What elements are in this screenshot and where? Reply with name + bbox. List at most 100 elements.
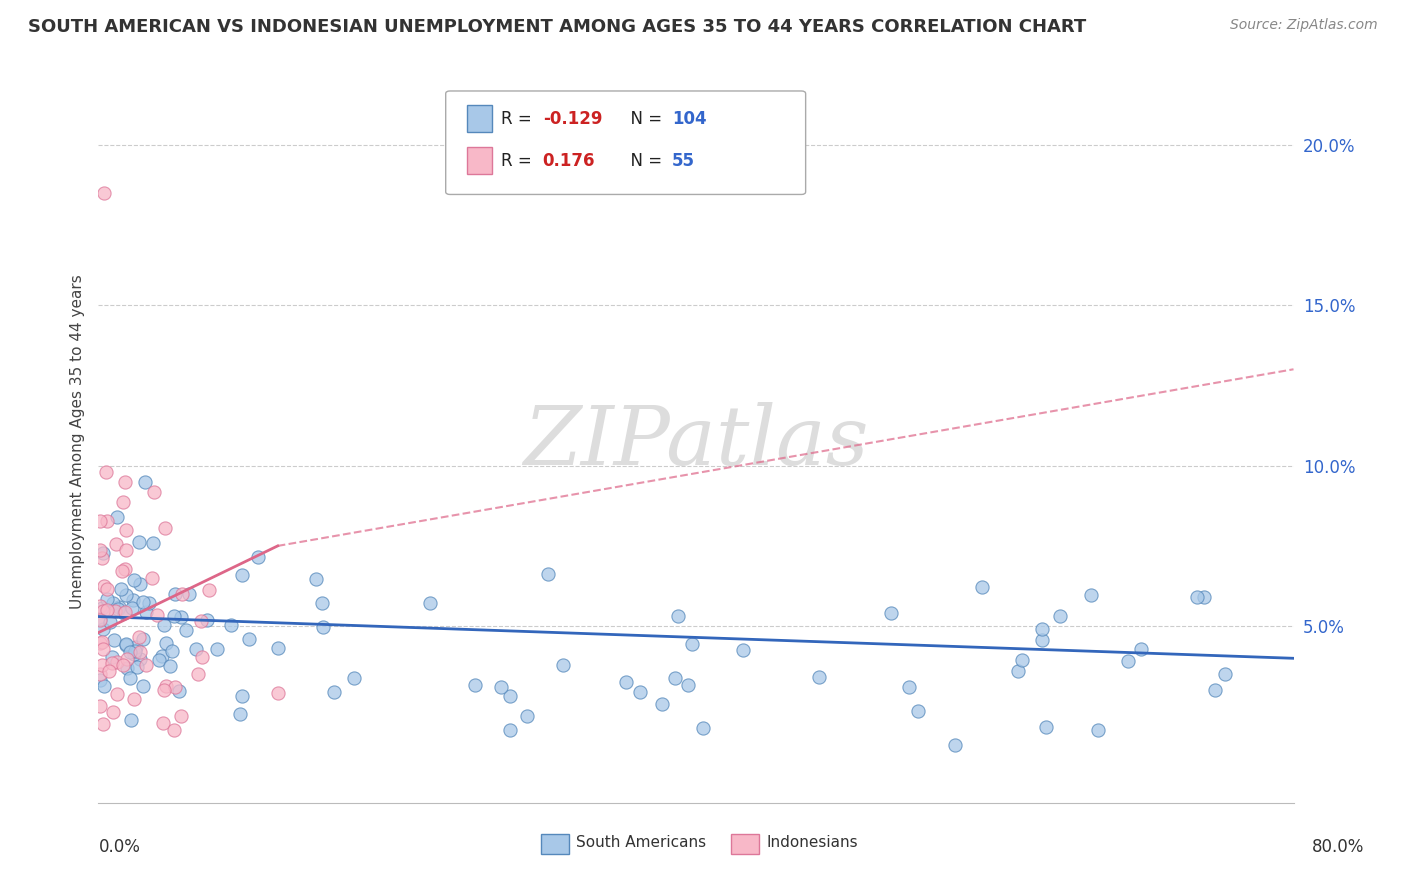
Point [1007, 664, 1029, 678]
Point [880, 606, 903, 620]
Point [305, 572, 328, 586]
Text: 0.176: 0.176 [543, 152, 595, 169]
Point [94, 465, 117, 479]
Text: 104: 104 [672, 110, 707, 128]
Point [107, 600, 129, 615]
Text: N =: N = [620, 152, 668, 169]
Point [537, 567, 560, 582]
Point [174, 623, 197, 637]
Point [499, 723, 522, 737]
Point [195, 613, 218, 627]
Point [551, 657, 574, 672]
Text: 80.0%: 80.0% [1312, 838, 1364, 856]
Point [808, 669, 831, 683]
Point [153, 683, 176, 698]
Point [127, 660, 149, 674]
Point [129, 651, 152, 665]
Point [676, 678, 699, 692]
Point [165, 586, 187, 600]
Point [1087, 723, 1109, 737]
Point [131, 595, 153, 609]
Point [122, 692, 145, 706]
Point [105, 655, 128, 669]
Text: R =: R = [501, 110, 537, 128]
Point [311, 620, 333, 634]
Point [231, 689, 253, 703]
Point [111, 495, 134, 509]
Point [184, 641, 207, 656]
Point [238, 632, 260, 646]
Point [1080, 588, 1102, 602]
Point [101, 650, 124, 665]
Point [115, 638, 138, 652]
Point [89, 636, 111, 650]
Point [146, 607, 169, 622]
Point [1187, 590, 1209, 604]
Point [91, 604, 114, 618]
Point [91, 716, 114, 731]
Point [614, 674, 637, 689]
Point [105, 510, 128, 524]
Point [1049, 609, 1071, 624]
Point [1031, 633, 1053, 648]
Point [96, 582, 118, 596]
Point [155, 679, 177, 693]
Point [170, 586, 193, 600]
Point [120, 645, 142, 659]
Point [91, 601, 114, 615]
Point [96, 602, 118, 616]
Text: SOUTH AMERICAN VS INDONESIAN UNEMPLOYMENT AMONG AGES 35 TO 44 YEARS CORRELATION : SOUTH AMERICAN VS INDONESIAN UNEMPLOYMEN… [28, 18, 1087, 36]
Point [489, 681, 512, 695]
Point [111, 564, 134, 578]
Point [167, 683, 190, 698]
Point [124, 644, 146, 658]
Point [101, 705, 124, 719]
Point [101, 596, 124, 610]
Point [138, 596, 160, 610]
Point [89, 514, 111, 528]
Point [100, 656, 122, 670]
Point [165, 680, 187, 694]
Point [129, 645, 152, 659]
Point [1215, 667, 1237, 681]
Point [141, 571, 163, 585]
Point [219, 618, 242, 632]
Point [132, 632, 155, 647]
Text: -0.129: -0.129 [543, 110, 602, 128]
Point [91, 545, 114, 559]
Point [177, 587, 200, 601]
Point [114, 606, 136, 620]
Point [1116, 654, 1139, 668]
Point [135, 605, 157, 619]
Point [103, 633, 125, 648]
Point [121, 601, 143, 615]
Point [91, 635, 114, 649]
Point [311, 596, 333, 610]
Point [96, 591, 118, 606]
Text: 0.0%: 0.0% [98, 838, 141, 856]
Y-axis label: Unemployment Among Ages 35 to 44 years: Unemployment Among Ages 35 to 44 years [69, 274, 84, 609]
Point [107, 687, 129, 701]
Point [89, 599, 111, 613]
Point [1035, 719, 1057, 733]
Point [104, 604, 127, 618]
Point [155, 635, 177, 649]
Point [125, 640, 148, 654]
Point [91, 658, 114, 673]
Point [112, 657, 135, 672]
Point [418, 596, 440, 610]
Point [266, 641, 288, 656]
Point [342, 671, 364, 685]
Point [170, 610, 193, 624]
Text: Indonesians: Indonesians [766, 836, 858, 850]
Point [163, 723, 186, 737]
Point [120, 713, 142, 727]
Point [163, 609, 186, 624]
Point [122, 592, 145, 607]
Point [91, 622, 114, 636]
Point [91, 550, 114, 565]
Point [731, 642, 754, 657]
Point [943, 738, 966, 752]
Point [115, 523, 138, 537]
Point [143, 485, 166, 500]
